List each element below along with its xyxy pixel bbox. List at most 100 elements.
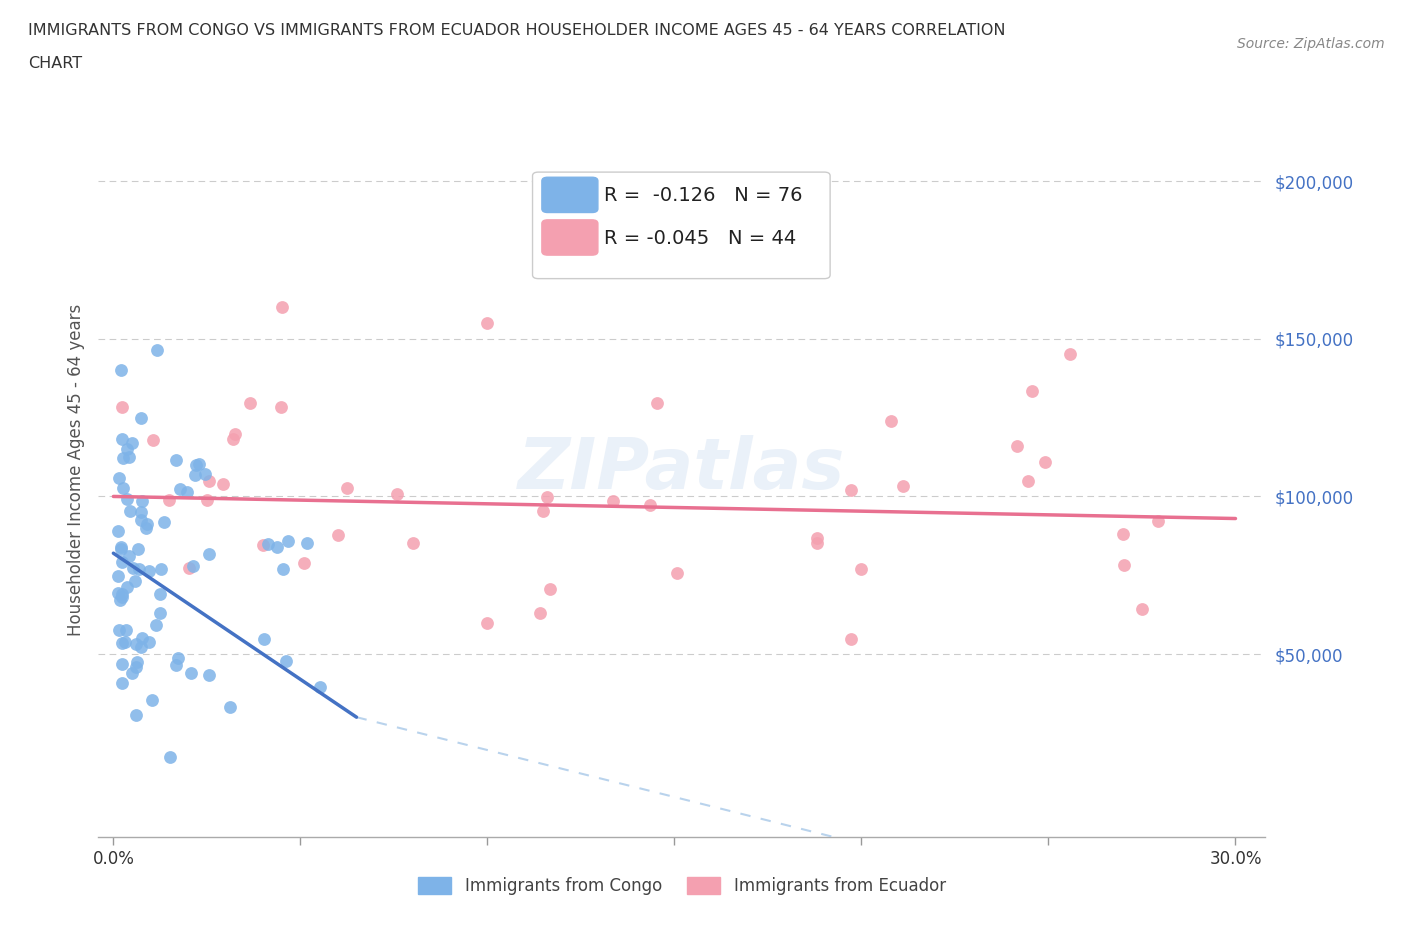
Point xyxy=(180,666,202,681)
Point xyxy=(107,471,129,485)
Point xyxy=(108,592,131,607)
Point xyxy=(1017,473,1039,488)
Point xyxy=(115,442,138,457)
Point xyxy=(222,432,245,446)
Point xyxy=(194,466,217,481)
Point xyxy=(536,489,558,504)
Point xyxy=(477,315,499,330)
Point xyxy=(121,435,143,450)
Point xyxy=(125,636,148,651)
Point xyxy=(277,534,299,549)
Point xyxy=(110,541,132,556)
Point xyxy=(274,654,297,669)
Point xyxy=(806,530,828,545)
Point xyxy=(110,657,132,671)
Point xyxy=(181,559,204,574)
Point xyxy=(129,639,152,654)
Point xyxy=(121,666,143,681)
Point xyxy=(111,587,134,602)
Point xyxy=(111,636,134,651)
Point xyxy=(115,579,138,594)
Point xyxy=(145,618,167,632)
Point xyxy=(111,432,134,446)
Point xyxy=(197,668,219,683)
Point xyxy=(165,658,187,672)
Point xyxy=(129,512,152,527)
Point xyxy=(136,517,159,532)
Point xyxy=(188,457,211,472)
Point xyxy=(165,453,187,468)
Point xyxy=(839,483,862,498)
Point xyxy=(166,650,188,665)
Point xyxy=(118,503,141,518)
Point xyxy=(179,560,201,575)
Point xyxy=(602,494,624,509)
Point xyxy=(124,574,146,589)
Point xyxy=(110,400,132,415)
Point xyxy=(893,478,915,493)
Point xyxy=(149,605,172,620)
Point xyxy=(127,541,149,556)
Point xyxy=(270,299,292,314)
Point xyxy=(533,504,555,519)
Point xyxy=(118,549,141,564)
Point xyxy=(150,562,173,577)
Point xyxy=(146,343,169,358)
Point xyxy=(879,414,901,429)
Point xyxy=(294,555,316,570)
Point xyxy=(198,473,221,488)
Point xyxy=(198,547,221,562)
Point xyxy=(115,623,138,638)
Point xyxy=(257,537,280,551)
Point xyxy=(1112,527,1135,542)
Point xyxy=(270,400,292,415)
Point xyxy=(645,395,668,410)
Point xyxy=(841,631,863,646)
Point xyxy=(110,539,132,554)
Point xyxy=(153,514,176,529)
Point xyxy=(107,586,129,601)
FancyBboxPatch shape xyxy=(541,178,598,213)
Point xyxy=(295,536,318,551)
Point xyxy=(110,676,132,691)
Point xyxy=(806,536,828,551)
Point xyxy=(169,482,191,497)
Text: R =  -0.126   N = 76: R = -0.126 N = 76 xyxy=(603,186,803,206)
Point xyxy=(1146,513,1168,528)
Point xyxy=(107,568,129,583)
Point xyxy=(111,481,134,496)
Point xyxy=(129,504,152,519)
Point xyxy=(108,622,131,637)
Point xyxy=(266,539,288,554)
FancyBboxPatch shape xyxy=(533,172,830,279)
Point xyxy=(128,562,150,577)
Point xyxy=(224,426,246,441)
Point xyxy=(252,538,274,552)
Y-axis label: Householder Income Ages 45 - 64 years: Householder Income Ages 45 - 64 years xyxy=(66,303,84,636)
Text: Source: ZipAtlas.com: Source: ZipAtlas.com xyxy=(1237,37,1385,51)
Point xyxy=(477,616,499,631)
Point xyxy=(309,680,332,695)
Point xyxy=(125,659,148,674)
Point xyxy=(111,554,134,569)
Point xyxy=(142,432,165,447)
Point xyxy=(666,566,689,581)
Text: IMMIGRANTS FROM CONGO VS IMMIGRANTS FROM ECUADOR HOUSEHOLDER INCOME AGES 45 - 64: IMMIGRANTS FROM CONGO VS IMMIGRANTS FROM… xyxy=(28,23,1005,38)
Text: R = -0.045   N = 44: R = -0.045 N = 44 xyxy=(603,229,796,247)
Point xyxy=(157,493,180,508)
Point xyxy=(326,527,349,542)
Point xyxy=(125,708,148,723)
Point xyxy=(125,655,148,670)
Point xyxy=(538,581,561,596)
Point xyxy=(1021,384,1043,399)
Point xyxy=(184,458,207,472)
Point xyxy=(1112,557,1135,572)
Point xyxy=(271,562,294,577)
Point xyxy=(529,605,551,620)
Point xyxy=(851,562,873,577)
Point xyxy=(1059,347,1081,362)
Point xyxy=(238,395,260,410)
Point xyxy=(131,493,153,508)
Point xyxy=(149,586,172,601)
Text: ZIPatlas: ZIPatlas xyxy=(519,435,845,504)
